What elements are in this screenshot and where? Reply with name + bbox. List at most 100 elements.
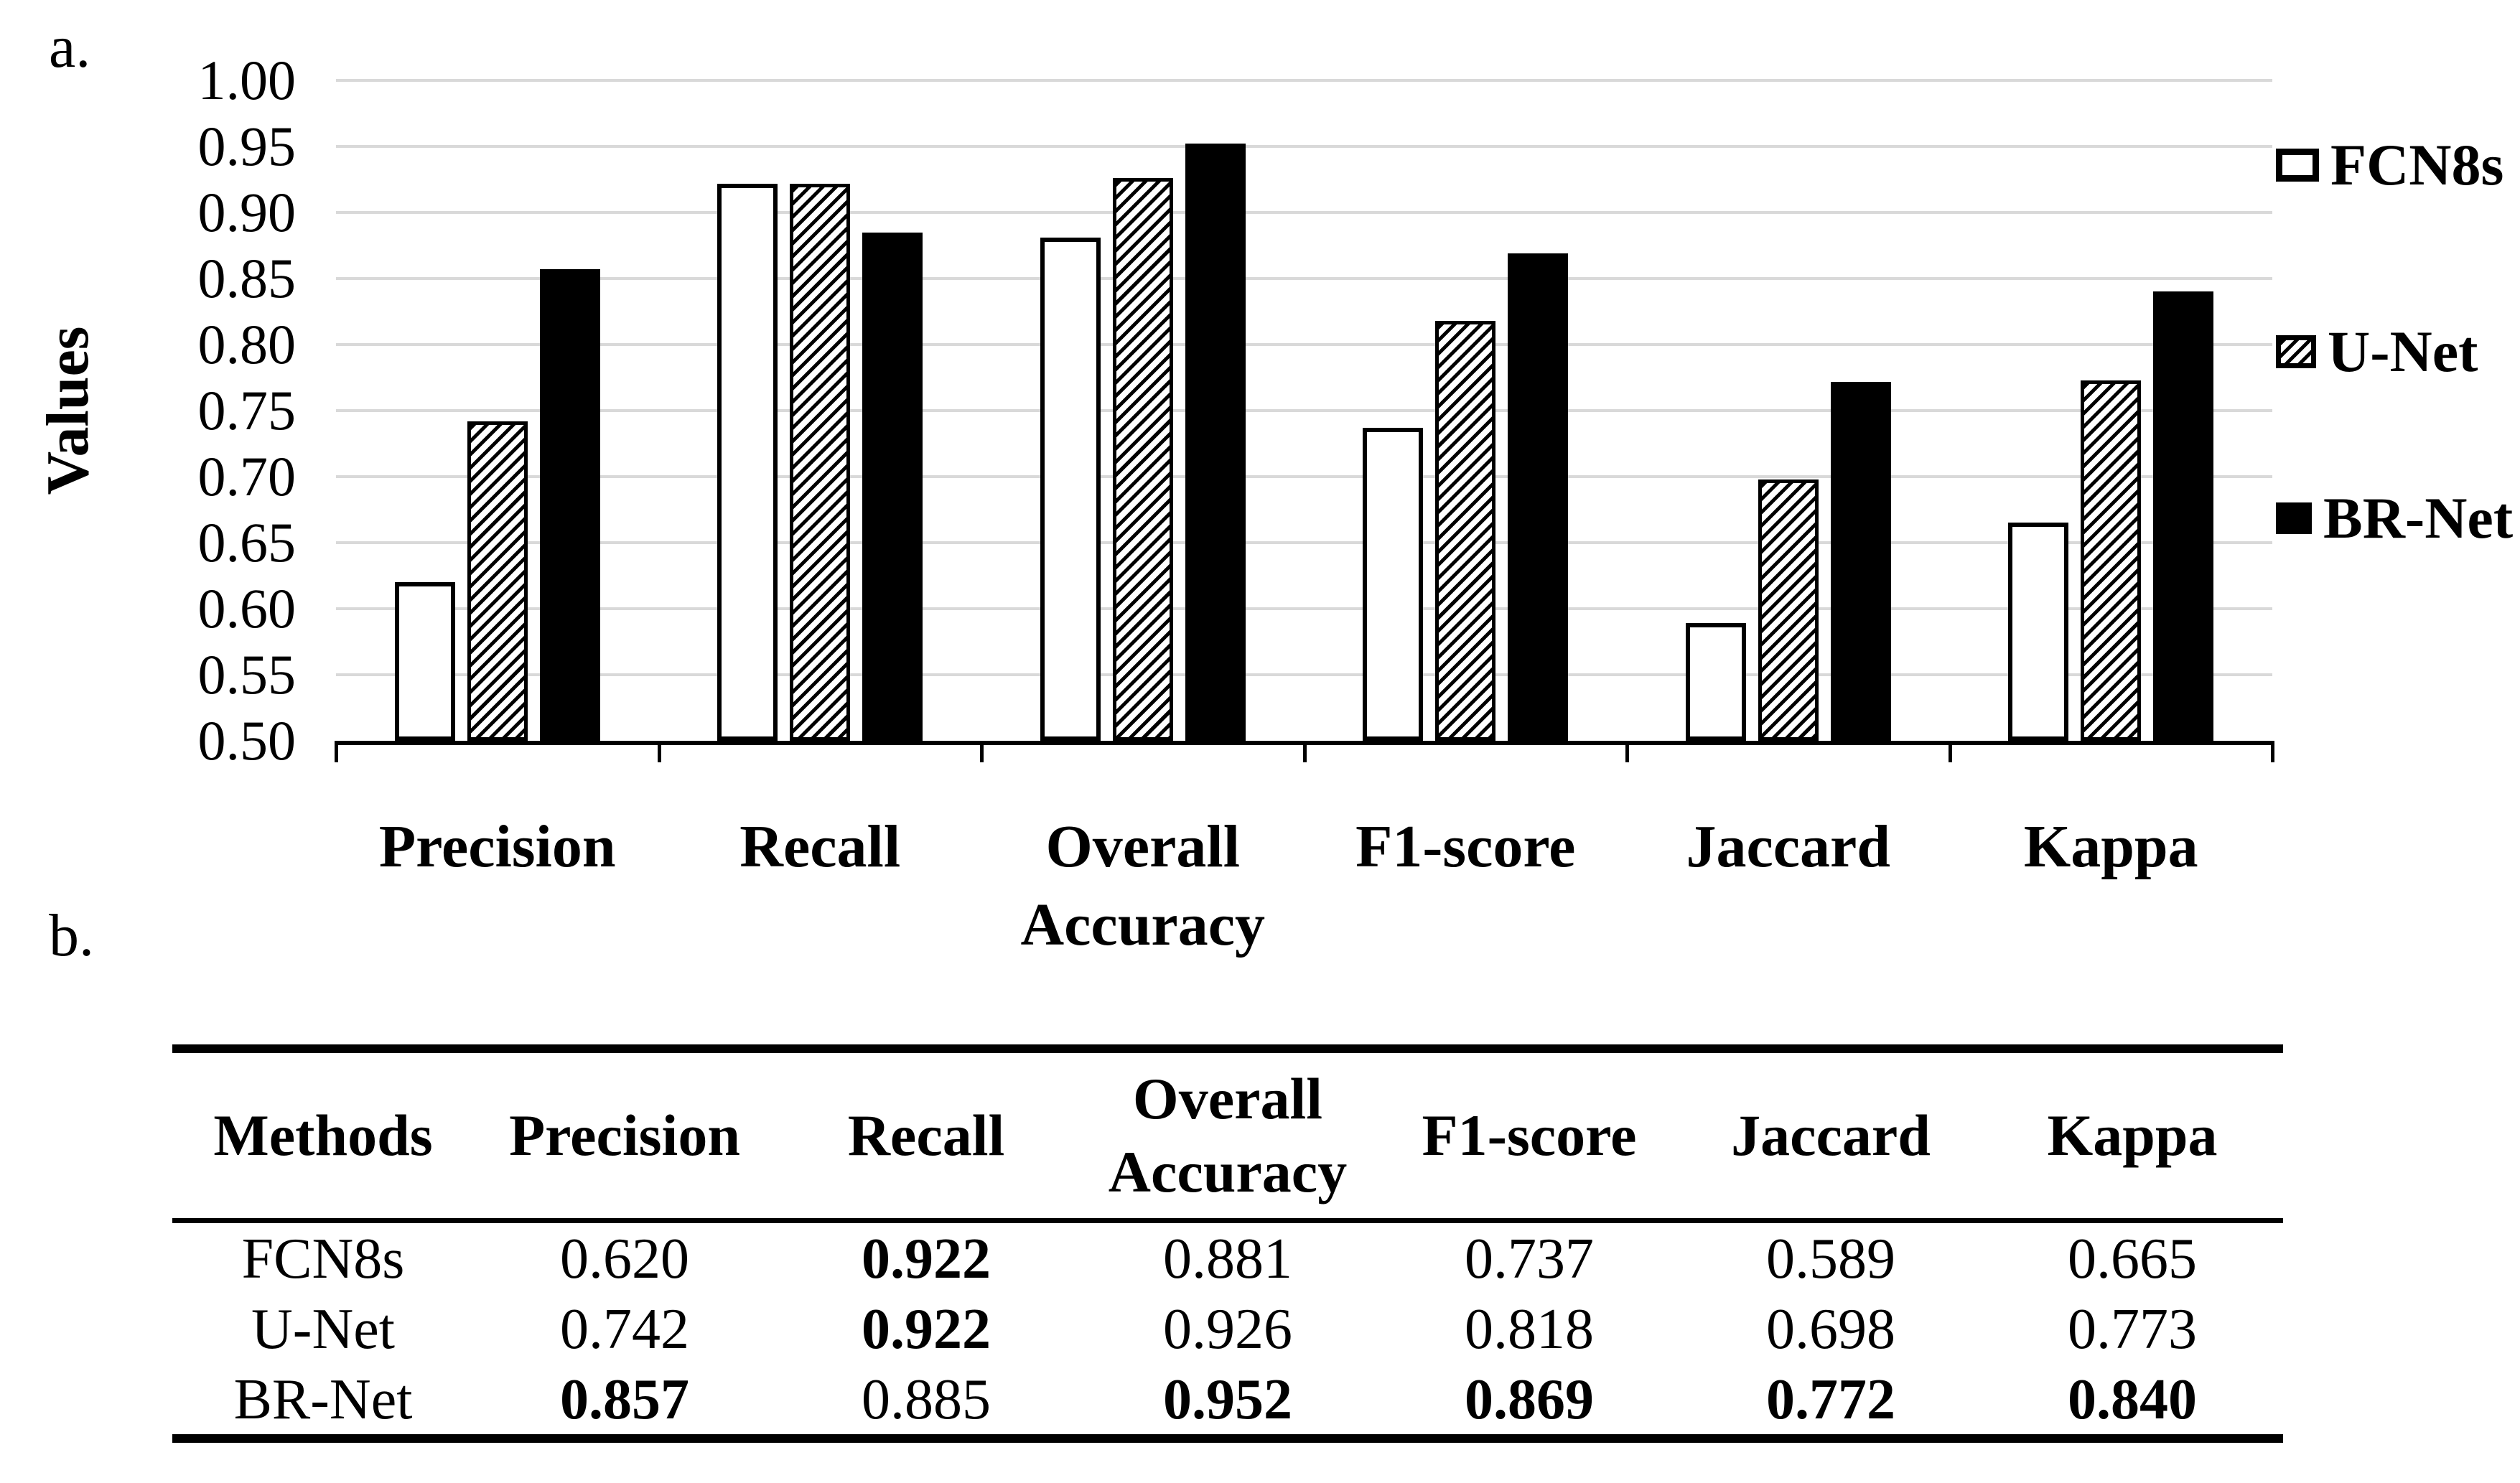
table-cell-U-Net-Jaccard: 0.698 bbox=[1766, 1298, 1895, 1361]
table-cell-U-Net-F1-score: 0.818 bbox=[1465, 1298, 1594, 1361]
table-cell-U-Net-Recall: 0.922 bbox=[862, 1298, 991, 1361]
table-row-FCN8s: FCN8s 0.620 0.922 0.881 0.737 0.589 0.665 bbox=[172, 1223, 2283, 1293]
legend-swatch-U-Net bbox=[2276, 335, 2316, 368]
table-cell-method-U-Net: U-Net bbox=[251, 1298, 395, 1361]
y-tick-label-0.75: 0.75 bbox=[197, 379, 297, 441]
y-tick-label-0.70: 0.70 bbox=[197, 445, 297, 507]
panel-b-label: b. bbox=[49, 902, 94, 969]
x-axis-tick bbox=[1948, 741, 1952, 762]
bar-FCN8s-Recall bbox=[717, 183, 778, 741]
bar-U-Net-Recall bbox=[790, 183, 851, 741]
gridline-0.65 bbox=[336, 541, 2272, 544]
bar-BR-Net-Precision bbox=[539, 269, 600, 741]
gridline-0.90 bbox=[336, 211, 2272, 214]
bar-FCN8s-Precision bbox=[394, 582, 455, 741]
gridline-0.75 bbox=[336, 409, 2272, 412]
table-row-U-Net: U-Net 0.742 0.922 0.926 0.818 0.698 0.773 bbox=[172, 1293, 2283, 1364]
legend-label-U-Net: U-Net bbox=[2328, 319, 2478, 384]
table-header-cell-Overall-Accuracy: Overall Accuracy bbox=[1108, 1065, 1348, 1205]
x-axis-tick bbox=[980, 741, 984, 762]
table-header-row: Methods Precision Recall Overall Accuracy F1… bbox=[172, 1053, 2283, 1218]
bar-FCN8s-Jaccard bbox=[1685, 623, 1746, 741]
panel-b-table: Methods Precision Recall Overall Accuracy F1… bbox=[172, 1044, 2283, 1443]
table-row-BR-Net: BR-Net 0.857 0.885 0.952 0.869 0.772 0.840 bbox=[172, 1364, 2283, 1434]
table-header-cell-Methods: Methods bbox=[213, 1102, 433, 1168]
y-tick-label-0.85: 0.85 bbox=[197, 247, 297, 309]
gridline-1.00 bbox=[336, 79, 2272, 82]
category-label-Recall: Recall bbox=[739, 813, 901, 880]
table-cell-FCN8s-Recall: 0.922 bbox=[862, 1227, 991, 1291]
bar-FCN8s-F1-score bbox=[1363, 427, 1424, 741]
gridline-0.55 bbox=[336, 673, 2272, 676]
table-header-cell-Jaccard: Jaccard bbox=[1731, 1102, 1931, 1168]
bar-FCN8s-Kappa bbox=[2008, 523, 2069, 741]
bar-BR-Net-Kappa bbox=[2153, 291, 2214, 741]
chart-legend: FCN8s U-Net BR-Net bbox=[2276, 0, 2520, 718]
table-cell-method-FCN8s: FCN8s bbox=[241, 1227, 405, 1291]
gridline-0.85 bbox=[336, 277, 2272, 280]
bar-BR-Net-F1-score bbox=[1508, 253, 1569, 741]
bar-BR-Net-Overall-Accuracy bbox=[1185, 144, 1246, 741]
legend-entry-U-Net: U-Net bbox=[2276, 319, 2478, 384]
legend-label-BR-Net: BR-Net bbox=[2323, 485, 2514, 551]
bar-BR-Net-Recall bbox=[862, 232, 923, 741]
y-tick-label-0.55: 0.55 bbox=[197, 643, 297, 706]
gridline-0.60 bbox=[336, 607, 2272, 610]
table-header-rule bbox=[172, 1218, 2283, 1223]
x-axis-tick bbox=[335, 741, 338, 762]
x-axis-tick bbox=[657, 741, 661, 762]
table-cell-BR-Net-F1-score: 0.869 bbox=[1465, 1368, 1594, 1431]
table-body: FCN8s 0.620 0.922 0.881 0.737 0.589 0.665 U-Net… bbox=[172, 1223, 2283, 1434]
table-cell-FCN8s-Overall-Accuracy: 0.881 bbox=[1163, 1227, 1292, 1291]
legend-entry-FCN8s: FCN8s bbox=[2276, 132, 2503, 197]
category-label-Precision: Precision bbox=[378, 813, 616, 880]
legend-label-FCN8s: FCN8s bbox=[2330, 132, 2504, 197]
table-cell-FCN8s-Kappa: 0.665 bbox=[2068, 1227, 2197, 1291]
y-tick-label-0.90: 0.90 bbox=[197, 181, 297, 243]
category-label-Overall-Accuracy: Overall Accuracy bbox=[1020, 813, 1265, 959]
table-cell-FCN8s-F1-score: 0.737 bbox=[1465, 1227, 1594, 1291]
bar-U-Net-Overall-Accuracy bbox=[1112, 178, 1173, 741]
table-cell-U-Net-Precision: 0.742 bbox=[560, 1298, 689, 1361]
bar-U-Net-Jaccard bbox=[1758, 479, 1819, 741]
table-cell-U-Net-Kappa: 0.773 bbox=[2068, 1298, 2197, 1361]
table-header-cell-Kappa: Kappa bbox=[2047, 1102, 2218, 1168]
table-cell-U-Net-Overall-Accuracy: 0.926 bbox=[1163, 1298, 1292, 1361]
table-header-cell-Recall: Recall bbox=[847, 1102, 1005, 1168]
bar-U-Net-Precision bbox=[467, 421, 528, 741]
table-bottom-rule bbox=[172, 1434, 2283, 1443]
table-cell-BR-Net-Jaccard: 0.772 bbox=[1766, 1368, 1895, 1431]
plot-area bbox=[335, 79, 2274, 762]
bar-FCN8s-Overall-Accuracy bbox=[1040, 237, 1101, 741]
table-cell-method-BR-Net: BR-Net bbox=[233, 1368, 413, 1431]
legend-entry-BR-Net: BR-Net bbox=[2276, 485, 2513, 551]
y-tick-label-0.60: 0.60 bbox=[197, 577, 297, 640]
x-axis-tick bbox=[2271, 741, 2274, 762]
table-header-cell-Precision: Precision bbox=[509, 1102, 740, 1168]
table-cell-BR-Net-Kappa: 0.840 bbox=[2068, 1368, 2197, 1431]
category-label-Kappa: Kappa bbox=[2023, 813, 2198, 880]
legend-swatch-BR-Net bbox=[2276, 502, 2312, 534]
y-tick-label-0.95: 0.95 bbox=[197, 115, 297, 177]
table-cell-BR-Net-Overall-Accuracy: 0.952 bbox=[1163, 1368, 1292, 1431]
category-label-F1-score: F1-score bbox=[1355, 813, 1576, 880]
gridline-0.70 bbox=[336, 475, 2272, 478]
gridline-0.80 bbox=[336, 343, 2272, 346]
panel-a-label: a. bbox=[49, 14, 91, 80]
table-cell-BR-Net-Recall: 0.885 bbox=[862, 1368, 991, 1431]
category-label-Jaccard: Jaccard bbox=[1686, 813, 1891, 880]
legend-swatch-FCN8s bbox=[2276, 149, 2319, 182]
y-tick-label-0.65: 0.65 bbox=[197, 511, 297, 574]
gridline-0.95 bbox=[336, 145, 2272, 148]
y-tick-label-0.80: 0.80 bbox=[197, 313, 297, 375]
bar-U-Net-Kappa bbox=[2081, 380, 2142, 741]
y-axis-tick-labels: 1.00 0.95 0.90 0.85 0.80 0.75 0.70 0.65 0.60 0.55… bbox=[0, 49, 316, 772]
x-axis-tick bbox=[1625, 741, 1629, 762]
y-tick-label-1.00: 1.00 bbox=[197, 49, 297, 111]
bar-U-Net-F1-score bbox=[1435, 320, 1496, 741]
bar-BR-Net-Jaccard bbox=[1830, 381, 1891, 741]
table-header-cell-F1-score: F1-score bbox=[1422, 1102, 1637, 1168]
x-axis-tick bbox=[1302, 741, 1307, 762]
table-top-rule bbox=[172, 1044, 2283, 1053]
y-tick-label-0.50: 0.50 bbox=[197, 709, 297, 772]
